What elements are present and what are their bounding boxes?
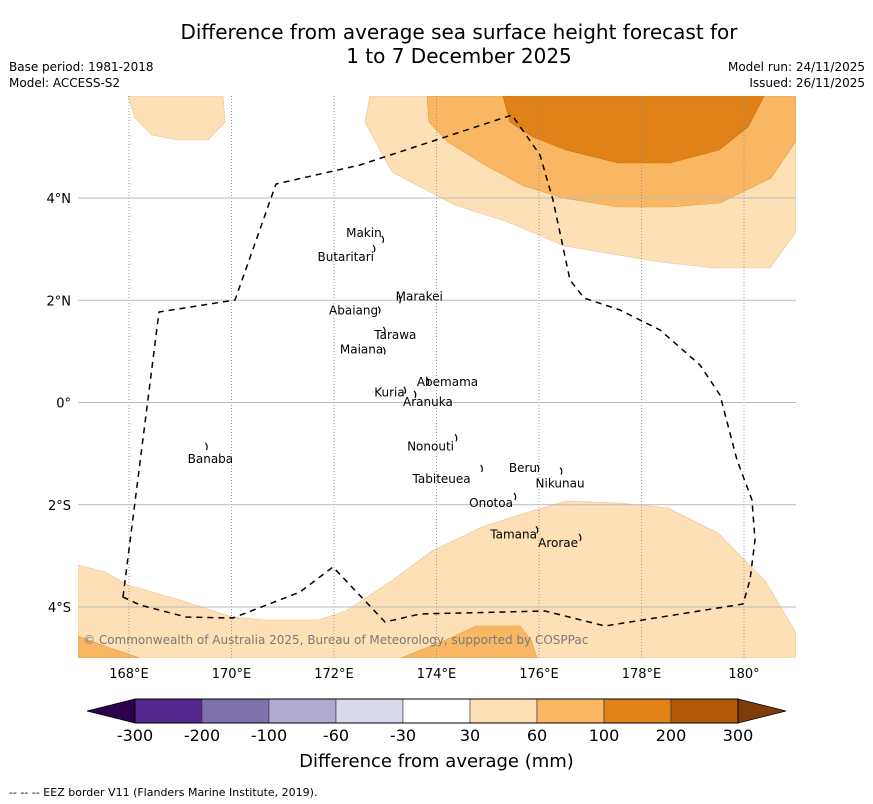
colorbar-title: Difference from average (mm) [299,751,574,772]
island-outline [536,464,540,473]
y-tick-label: 4°N [47,192,72,207]
eez-border [122,114,756,627]
meta-right: Model run: 24/11/2025 Issued: 26/11/2025 [728,59,865,91]
island-outline [403,386,407,395]
colorbar-segment [469,698,538,724]
map-axes: 168°E 170°E 172°E 174°E 176°E 178°E 180° 4°N 2°N… [47,192,760,682]
island-outline [413,390,417,399]
island-outline [480,464,484,473]
colorbar-segment [201,698,270,724]
model-run: Model run: 24/11/2025 [727,60,865,74]
title-line-2: 1 to 7 December 2025 [346,44,572,68]
island-label: Kuria [374,386,405,400]
anomaly-contour-60-100-southwest [78,635,141,658]
colorbar-tick-label: 200 [656,726,687,745]
x-tick-label: 168°E [109,667,149,682]
island-label: Beru [509,461,537,475]
map-plot-area [78,96,796,658]
island-label: Marakei [396,289,443,303]
island-outline [204,442,208,451]
island-label: Abaiang [329,303,378,317]
colorbar-frame [134,698,739,724]
eez-footnote: -- -- -- EEZ border V11 (Flanders Marine… [9,786,318,799]
colorbar-over-extension [737,698,787,724]
colorbar-tick-label: -300 [117,726,153,745]
island-label: Makin [346,226,382,240]
colorbar-tick-label: 30 [460,726,480,745]
island-label: Tamana [489,527,537,541]
colorbar: -300 -200 -100 -60 -30 30 60 100 200 300 Differenc… [86,698,787,772]
title-line-1: Difference from average sea surface heig… [180,20,738,44]
issued-date: Issued: 26/11/2025 [749,76,865,90]
colorbar-segment [402,698,471,724]
colorbar-segment [134,698,203,724]
copyright-notice: © Commonwealth of Australia 2025, Bureau… [83,633,588,647]
island-label: Nikunau [536,477,585,491]
island-label: Onotoa [469,496,513,510]
x-tick-label: 176°E [519,667,559,682]
island-labels: Makin Butaritari Marakei Abaiang TarawaMaian… [188,226,585,550]
y-tick-label: 4°S [48,601,71,616]
island-outline [454,433,458,442]
chart-title: Difference from average sea surface heig… [0,20,873,68]
y-tick-label: 0° [56,397,71,412]
y-tick-label: 2°N [47,294,72,309]
anomaly-contour-30-60-south [78,500,796,658]
island-outline [513,492,517,501]
graticule [78,96,796,658]
island-label: Abemama [417,375,478,389]
colorbar-under-extension [86,698,136,724]
x-tick-label: 172°E [314,667,354,682]
colorbar-tick-label: -30 [390,726,416,745]
island-outline [382,326,386,335]
x-tick-label: 174°E [417,667,457,682]
anomaly-contour-30-60-northwest [127,96,226,141]
island-label: Nonouti [407,439,454,453]
y-tick-label: 2°S [48,499,71,514]
island-outline [372,244,376,253]
island-label: Banaba [188,452,234,466]
island-outline [578,533,582,542]
colorbar-segment [670,698,739,724]
colorbar-tick-label: 300 [723,726,754,745]
x-tick-label: 180° [728,667,759,682]
island-outline [398,295,402,304]
colorbar-tick-label: 60 [527,726,547,745]
colorbar-tick-label: 100 [589,726,620,745]
island-outline [426,377,430,386]
colorbar-segment [536,698,605,724]
island-label: Arorae [538,536,578,550]
island-outline [535,525,539,534]
island-outline [382,346,386,355]
colorbar-tick-label: -60 [323,726,349,745]
island-label: Tarawa [373,328,416,342]
island-label: Tabiteuea [412,472,471,486]
island-outline [559,467,563,475]
island-label: Butaritari [318,250,375,264]
base-period: Base period: 1981-2018 [9,60,154,74]
x-tick-label: 170°E [212,667,252,682]
colorbar-tick-label: -200 [184,726,220,745]
island-outline [377,306,381,314]
colorbar-segment [268,698,337,724]
colorbar-segment [335,698,404,724]
meta-left: Base period: 1981-2018 Model: ACCESS-S2 [9,59,154,91]
island-label: Aranuka [403,395,453,409]
island-outline [381,235,385,244]
island-label: Maiana [340,342,383,356]
x-tick-label: 178°E [622,667,662,682]
anomaly-contour-60-100-south [400,625,538,658]
colorbar-tick-label: -100 [251,726,287,745]
colorbar-segment [603,698,672,724]
model-name: Model: ACCESS-S2 [9,76,121,90]
